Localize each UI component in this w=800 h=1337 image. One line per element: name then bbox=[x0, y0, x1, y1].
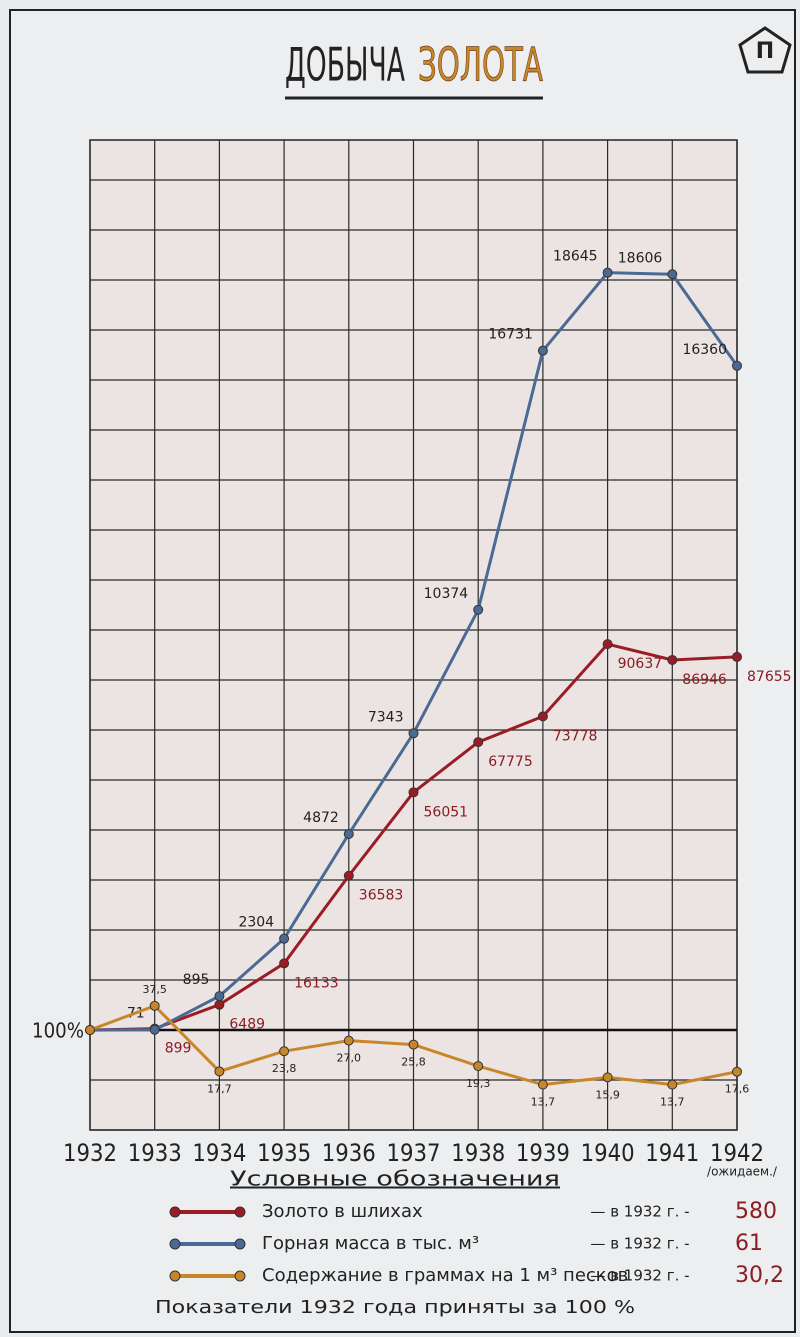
title-part: ДОБЫЧА bbox=[285, 38, 405, 92]
x-tick-label: 1941 bbox=[645, 1139, 699, 1167]
data-label: 6489 bbox=[229, 1017, 265, 1033]
point bbox=[732, 651, 742, 662]
legend-dot bbox=[234, 1206, 246, 1218]
point bbox=[149, 1024, 160, 1035]
title-part: ЗОЛОТА bbox=[418, 38, 543, 92]
data-label: 25,8 bbox=[401, 1056, 426, 1069]
point bbox=[473, 737, 484, 748]
data-label: 23,8 bbox=[272, 1062, 297, 1075]
data-label: 73778 bbox=[553, 728, 598, 744]
data-label: 37,5 bbox=[142, 983, 167, 996]
data-label: 67775 bbox=[488, 754, 533, 770]
svg-text:П: П bbox=[756, 39, 774, 64]
legend-note: — в 1932 г. - bbox=[590, 1203, 689, 1221]
point bbox=[537, 711, 548, 722]
data-label: 16133 bbox=[294, 975, 339, 991]
data-label: 18645 bbox=[553, 249, 598, 265]
point bbox=[408, 787, 419, 798]
data-label: 895 bbox=[183, 972, 210, 988]
legend-base-value: 580 bbox=[735, 1199, 777, 1224]
data-label: 899 bbox=[165, 1041, 192, 1057]
x-tick-label: 1938 bbox=[451, 1139, 505, 1167]
legend-dot bbox=[234, 1270, 246, 1282]
point bbox=[537, 1079, 548, 1090]
point bbox=[602, 267, 613, 278]
legend-note: — в 1932 г. - bbox=[590, 1235, 689, 1253]
point bbox=[343, 870, 354, 881]
emblem: П bbox=[738, 26, 792, 74]
point bbox=[537, 345, 548, 356]
data-label: 27,0 bbox=[337, 1052, 362, 1065]
point bbox=[279, 958, 290, 969]
point bbox=[408, 728, 419, 739]
point bbox=[408, 1039, 419, 1050]
x-tick-label: 1935 bbox=[257, 1139, 311, 1167]
data-label: 7343 bbox=[368, 709, 404, 725]
data-label: 36583 bbox=[359, 888, 404, 904]
x-tick-label: 1940 bbox=[581, 1139, 635, 1167]
baseline-label: 100% bbox=[32, 1019, 84, 1043]
data-label: 86946 bbox=[682, 672, 727, 688]
x-tick-label: 1932 bbox=[63, 1139, 117, 1167]
point bbox=[85, 1025, 95, 1036]
point bbox=[667, 269, 678, 280]
point bbox=[214, 999, 225, 1010]
legend-label: Содержание в граммах на 1 м³ песков bbox=[262, 1265, 628, 1286]
point bbox=[214, 1066, 225, 1077]
data-label: 10374 bbox=[424, 586, 469, 602]
point bbox=[602, 1072, 613, 1083]
point bbox=[732, 1066, 742, 1077]
point bbox=[732, 360, 742, 371]
data-label: 56051 bbox=[424, 804, 469, 820]
data-label: 2304 bbox=[238, 915, 274, 931]
legend-dot bbox=[234, 1238, 246, 1250]
data-label: 13,7 bbox=[660, 1096, 685, 1109]
legend-label: Горная масса в тыс. м³ bbox=[262, 1233, 479, 1254]
data-label: 18606 bbox=[618, 250, 663, 266]
x-tick-label: 1933 bbox=[128, 1139, 182, 1167]
point bbox=[279, 1046, 290, 1057]
point bbox=[473, 604, 484, 615]
legend-dot bbox=[169, 1206, 181, 1218]
data-label: 17,7 bbox=[207, 1082, 232, 1095]
data-label: 16731 bbox=[488, 327, 533, 343]
point bbox=[667, 1079, 678, 1090]
data-label: 15,9 bbox=[595, 1088, 620, 1101]
legend-base-value: 61 bbox=[735, 1231, 763, 1256]
x-tick-label: 1939 bbox=[516, 1139, 570, 1167]
data-label: 4872 bbox=[303, 810, 339, 826]
point bbox=[473, 1061, 484, 1072]
data-label: 19,3 bbox=[466, 1077, 491, 1090]
footnote: Показатели 1932 года приняты за 100 % bbox=[155, 1297, 635, 1318]
point bbox=[343, 829, 354, 840]
legend-dot bbox=[169, 1270, 181, 1282]
data-label: 17,6 bbox=[725, 1083, 750, 1096]
data-label: 13,7 bbox=[531, 1096, 556, 1109]
legend-dot bbox=[169, 1238, 181, 1250]
x-tick-label: 1942 bbox=[710, 1139, 764, 1167]
x-tick-label: 1936 bbox=[322, 1139, 376, 1167]
data-label: 90637 bbox=[618, 656, 663, 672]
x-tick-label: 1934 bbox=[192, 1139, 246, 1167]
x-tick-label: 1937 bbox=[387, 1139, 441, 1167]
point bbox=[149, 1000, 160, 1011]
data-label: 87655 bbox=[747, 669, 792, 685]
legend-label: Золото в шлихах bbox=[262, 1201, 423, 1222]
data-label: 16360 bbox=[682, 342, 727, 358]
grid bbox=[89, 140, 738, 1131]
legend-title: Условные обозначения bbox=[230, 1167, 560, 1191]
category-note: /ожидаем./ bbox=[707, 1165, 778, 1179]
point bbox=[279, 933, 290, 944]
legend-base-value: 30,2 bbox=[735, 1263, 784, 1288]
point bbox=[343, 1035, 354, 1046]
point bbox=[214, 991, 225, 1002]
point bbox=[667, 654, 678, 665]
legend-note: — в 1932 г. - bbox=[590, 1267, 689, 1285]
point bbox=[602, 639, 613, 650]
